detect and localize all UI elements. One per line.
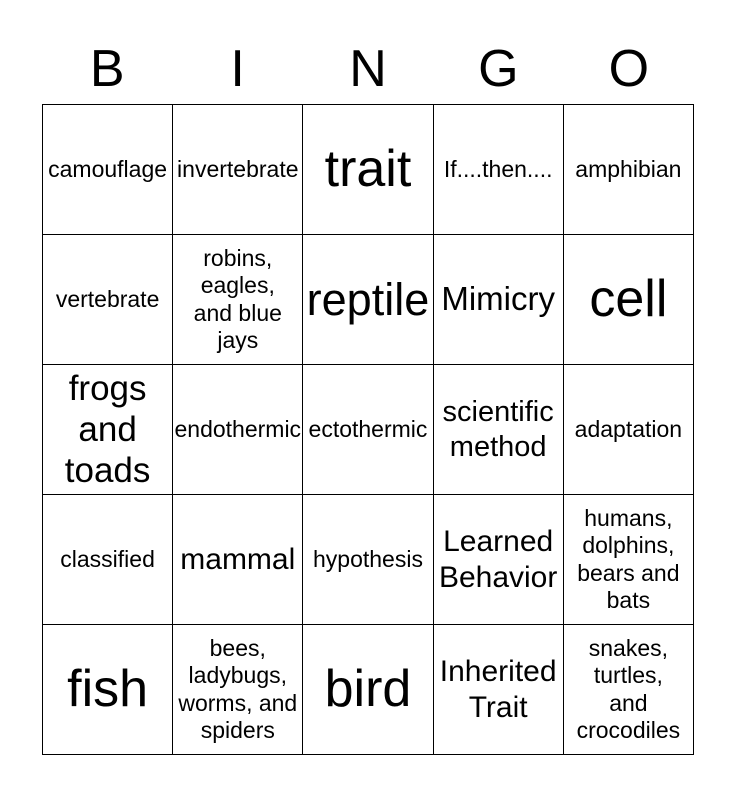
board-row-1: camouflage invertebrate trait If....then…	[41, 104, 695, 235]
bingo-cell[interactable]: bees, ladybugs, worms, and spiders	[172, 624, 304, 755]
board-row-5: fish bees, ladybugs, worms, and spiders …	[41, 624, 695, 755]
bingo-cell[interactable]: amphibian	[562, 104, 695, 235]
bingo-letter-n: N	[349, 40, 387, 98]
bingo-letter-o: O	[608, 40, 650, 98]
bingo-cell[interactable]: Learned Behavior	[432, 494, 564, 625]
bingo-letter-b: B	[89, 40, 125, 98]
bingo-cell[interactable]: trait	[302, 104, 434, 235]
bingo-cell[interactable]: snakes, turtles, and crocodiles	[562, 624, 695, 755]
board-row-4: classified mammal hypothesis Learned Beh…	[41, 494, 695, 625]
board-row-2: vertebrate robins, eagles, and blue jays…	[41, 234, 695, 365]
bingo-cell[interactable]: hypothesis	[302, 494, 434, 625]
bingo-cell[interactable]: If....then....	[432, 104, 564, 235]
bingo-cell[interactable]: mammal	[172, 494, 304, 625]
bingo-cell[interactable]: reptile	[302, 234, 434, 365]
bingo-cell[interactable]: humans, dolphins, bears and bats	[562, 494, 695, 625]
bingo-cell[interactable]: Inherited Trait	[432, 624, 564, 755]
bingo-letter-g: G	[478, 40, 519, 98]
bingo-cell[interactable]: adaptation	[562, 364, 695, 495]
bingo-board: camouflage invertebrate trait If....then…	[41, 104, 695, 755]
bingo-cell[interactable]: ectothermic	[302, 364, 434, 495]
bingo-cell[interactable]: bird	[302, 624, 434, 755]
bingo-cell[interactable]: camouflage	[41, 104, 174, 235]
bingo-cell[interactable]: invertebrate	[172, 104, 304, 235]
bingo-cell[interactable]: endothermic	[172, 364, 304, 495]
board-row-3: frogs and toads endothermic ectothermic …	[41, 364, 695, 495]
bingo-cell[interactable]: vertebrate	[41, 234, 174, 365]
bingo-cell[interactable]: fish	[41, 624, 174, 755]
bingo-cell[interactable]: cell	[562, 234, 695, 365]
bingo-cell[interactable]: Mimicry	[432, 234, 564, 365]
bingo-cell[interactable]: scientific method	[432, 364, 564, 495]
bingo-title: B I N G O	[42, 42, 694, 96]
bingo-letter-i: I	[230, 40, 245, 98]
bingo-cell[interactable]: classified	[41, 494, 174, 625]
bingo-cell[interactable]: frogs and toads	[41, 364, 174, 495]
bingo-cell[interactable]: robins, eagles, and blue jays	[172, 234, 304, 365]
